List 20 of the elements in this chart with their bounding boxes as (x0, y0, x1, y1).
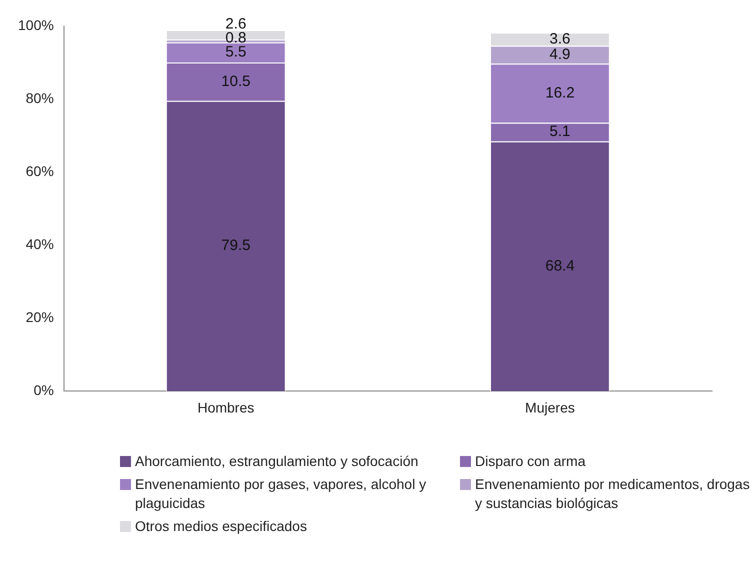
data-label: 4.9 (550, 46, 570, 63)
legend-label: Envenenamiento por gases, vapores, alcohol y plaguicidas (135, 475, 428, 513)
y-tick-label: 100% (18, 16, 54, 33)
data-label: 79.5 (221, 237, 250, 254)
x-tick-label: Hombres (197, 399, 254, 416)
data-label: 5.1 (550, 123, 570, 140)
legend-label: Otros medios especificados (135, 517, 307, 536)
y-tick-label: 20% (26, 309, 54, 326)
y-tick-label: 40% (26, 236, 54, 252)
data-label: 10.5 (221, 72, 250, 90)
y-tick-label: 80% (26, 90, 54, 106)
legend-label: Envenenamiento por medicamentos, drogas y sustancias biológicas (475, 475, 750, 513)
y-tick-label: 0% (34, 382, 54, 398)
legend-label: Ahorcamiento, estrangulamiento y sofocación (135, 452, 418, 471)
legend-label: Disparo con arma (475, 452, 586, 471)
data-label: 3.6 (550, 30, 570, 48)
y-tick-label: 60% (26, 162, 54, 179)
x-tick-label: Mujeres (525, 399, 575, 416)
data-label: 16.2 (545, 84, 575, 102)
data-label: 68.4 (545, 257, 575, 274)
